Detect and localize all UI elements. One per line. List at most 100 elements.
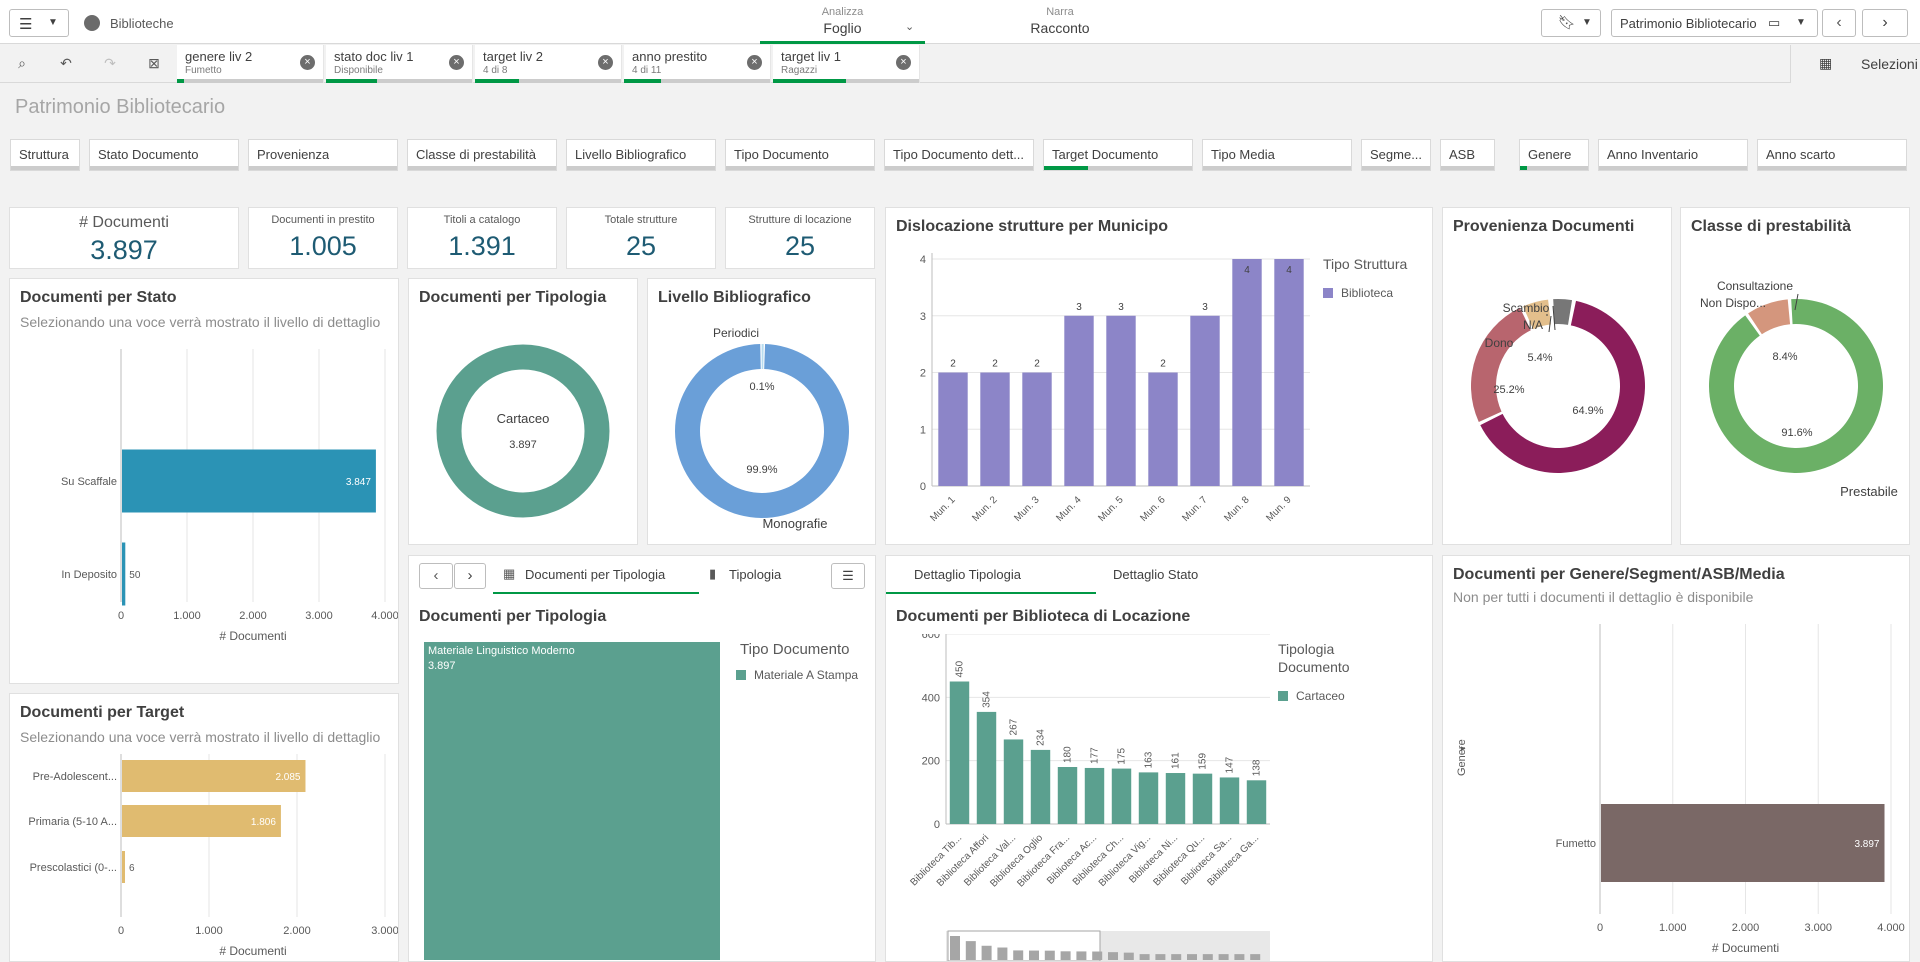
step-forward-icon[interactable]: ↷ xyxy=(104,55,116,71)
selection-chip[interactable]: stato doc liv 1 Disponibile × xyxy=(326,45,473,83)
bar-chart-stato[interactable]: 0 1.000 2.000 3.000 4.000 # Documenti Su Scaff… xyxy=(10,339,398,683)
bookmark-button[interactable]: 🔖︎ ▼ xyxy=(1541,9,1601,37)
tab-dettaglio-stato[interactable]: Dettaglio Stato xyxy=(1096,556,1246,594)
bar[interactable] xyxy=(938,372,968,487)
legend-label[interactable]: Biblioteca xyxy=(1341,286,1393,300)
donut-slice[interactable] xyxy=(1748,299,1791,335)
filter-pane[interactable]: Provenienza xyxy=(248,139,398,171)
bar[interactable] xyxy=(1190,315,1220,486)
filter-pane[interactable]: Target Documento xyxy=(1043,139,1193,171)
clear-selection-icon[interactable]: × xyxy=(896,55,911,70)
prev-tab-button[interactable]: ‹ xyxy=(419,563,453,589)
bar[interactable] xyxy=(949,681,970,825)
chart-documenti-per-target[interactable]: Documenti per Target Selezionando una vo… xyxy=(9,693,399,962)
clear-selection-icon[interactable]: × xyxy=(747,55,762,70)
kpi-documenti[interactable]: # Documenti 3.897 xyxy=(9,207,239,269)
chart-classe-prestabilita[interactable]: Classe di prestabilità Consultazione Non … xyxy=(1680,207,1910,545)
filter-pane[interactable]: Tipo Documento dett... xyxy=(884,139,1034,171)
selections-tool-button[interactable]: ▦ Selezioni xyxy=(1790,45,1920,83)
clear-selection-icon[interactable]: × xyxy=(300,55,315,70)
bar-chart-genere[interactable]: 0 1.000 2.000 3.000 4.000 # Documenti Fumetto 3… xyxy=(1443,616,1909,961)
main-menu-button[interactable]: ☰ ▼ xyxy=(9,9,69,37)
filter-pane[interactable]: Livello Bibliografico xyxy=(566,139,716,171)
bar[interactable] xyxy=(1192,773,1213,824)
bar[interactable] xyxy=(1111,768,1132,824)
legend-label[interactable]: Materiale A Stampa xyxy=(754,668,859,682)
bar[interactable] xyxy=(1601,804,1885,882)
selection-chip[interactable]: genere liv 2 Fumetto × xyxy=(177,45,324,83)
legend-label[interactable]: Cartaceo xyxy=(1296,689,1345,703)
bar[interactable] xyxy=(122,542,126,606)
tab-dettaglio-tipologia[interactable]: Dettaglio Tipologia xyxy=(886,556,1096,594)
donut-chart-livello[interactable]: Periodici 0.1% 99.9% Monografie xyxy=(648,315,875,545)
filter-pane[interactable]: Anno Inventario xyxy=(1598,139,1748,171)
donut-slice[interactable] xyxy=(1553,299,1573,325)
clear-selection-icon[interactable]: × xyxy=(598,55,613,70)
tab-narra[interactable]: Narra Racconto xyxy=(1000,6,1120,44)
donut-chart-provenienza[interactable]: Scambio N/A Dono 5.4% 25.2% 64.9% xyxy=(1443,244,1671,544)
filter-pane[interactable]: Stato Documento xyxy=(89,139,239,171)
selection-chip[interactable]: target liv 1 Ragazzi × xyxy=(773,45,920,83)
clear-selection-icon[interactable]: × xyxy=(449,55,464,70)
kpi-titoli-a-catalogo[interactable]: Titoli a catalogo 1.391 xyxy=(407,207,557,269)
kpi-strutture-di-locazione[interactable]: Strutture di locazione 25 xyxy=(725,207,875,269)
donut-slice[interactable] xyxy=(1471,307,1531,422)
filter-pane[interactable]: Tipo Media xyxy=(1202,139,1352,171)
bar[interactable] xyxy=(980,372,1010,487)
smart-search-icon[interactable]: ⌕ xyxy=(18,55,26,71)
donut-slice[interactable] xyxy=(675,344,849,518)
tab-analizza[interactable]: Analizza Foglio ⌄ xyxy=(760,6,925,44)
bar[interactable] xyxy=(1022,372,1052,487)
filter-pane[interactable]: Anno scarto xyxy=(1757,139,1907,171)
selection-chip[interactable]: anno prestito 4 di 11 × xyxy=(624,45,771,83)
kpi-totale-strutture[interactable]: Totale strutture 25 xyxy=(566,207,716,269)
filter-pane[interactable]: Segme... xyxy=(1361,139,1431,171)
sheet-selector[interactable]: Patrimonio Bibliotecario ▭ ▼ xyxy=(1611,9,1818,37)
bar[interactable] xyxy=(122,449,376,513)
chart-documenti-per-genere[interactable]: Documenti per Genere/Segment/ASB/Media N… xyxy=(1442,555,1910,962)
expand-triangle-icon[interactable]: ▸ xyxy=(1461,743,1466,753)
next-sheet-button[interactable]: › xyxy=(1862,9,1908,37)
bar[interactable] xyxy=(1030,749,1051,824)
chart-livello-bibliografico[interactable]: Livello Bibliografico Periodici 0.1% 99.9%… xyxy=(647,278,876,545)
bar[interactable] xyxy=(976,711,997,824)
bar-chart-target[interactable]: 0 1.000 2.000 3.000 # Documenti Pre-Adolescen… xyxy=(10,754,398,962)
list-tabs-button[interactable]: ☰ xyxy=(831,563,865,589)
chart-documenti-per-tipologia[interactable]: Documenti per Tipologia Cartaceo 3.897 xyxy=(408,278,638,545)
filter-pane[interactable]: ASB xyxy=(1440,139,1495,171)
donut-chart-classe[interactable]: Consultazione Non Dispo... 8.4% 91.6% Presta… xyxy=(1681,244,1909,544)
chart-documenti-per-stato[interactable]: Documenti per Stato Selezionando una voc… xyxy=(9,278,399,684)
bar-chart-municipio[interactable]: 0 1 2 3 4 Mun. 1 2 Mun. 2 2 Mun. 3 2 Mun. 4 3 Mun. 5 3… xyxy=(886,244,1432,544)
filter-pane[interactable]: Classe di prestabilità xyxy=(407,139,557,171)
bar[interactable] xyxy=(1246,780,1267,824)
donut-slice[interactable] xyxy=(1523,299,1551,330)
bar[interactable] xyxy=(1274,259,1304,486)
bar[interactable] xyxy=(1138,772,1159,824)
donut-slice[interactable] xyxy=(761,344,764,370)
bar[interactable] xyxy=(1064,315,1094,486)
treemap-cell[interactable]: Materiale Linguistico Moderno 3.897 xyxy=(424,642,720,960)
donut-slice[interactable] xyxy=(1709,299,1883,473)
donut-chart-tipologia[interactable]: Cartaceo 3.897 xyxy=(409,315,637,545)
donut-slice[interactable] xyxy=(436,344,610,518)
bar[interactable] xyxy=(1057,767,1078,824)
bar[interactable] xyxy=(122,760,306,792)
filter-pane[interactable]: Tipo Documento xyxy=(725,139,875,171)
bar[interactable] xyxy=(1084,767,1105,824)
donut-slice[interactable] xyxy=(1480,300,1645,473)
bar[interactable] xyxy=(122,851,125,883)
kpi-documenti-in-prestito[interactable]: Documenti in prestito 1.005 xyxy=(248,207,398,269)
filter-pane[interactable]: Genere xyxy=(1519,139,1589,171)
previous-sheet-button[interactable]: ‹ xyxy=(1822,9,1856,37)
tab-tipologia[interactable]: ▮ Tipologia xyxy=(699,556,809,594)
bar[interactable] xyxy=(1003,739,1024,824)
bar[interactable] xyxy=(1106,315,1136,486)
bar[interactable] xyxy=(1232,259,1262,486)
bar[interactable] xyxy=(1165,773,1186,824)
filter-pane[interactable]: Struttura xyxy=(10,139,80,171)
next-tab-button[interactable]: › xyxy=(454,563,486,589)
tab-documenti-per-tipologia[interactable]: ▦ Documenti per Tipologia xyxy=(493,556,699,594)
step-back-icon[interactable]: ↶ xyxy=(60,55,72,71)
